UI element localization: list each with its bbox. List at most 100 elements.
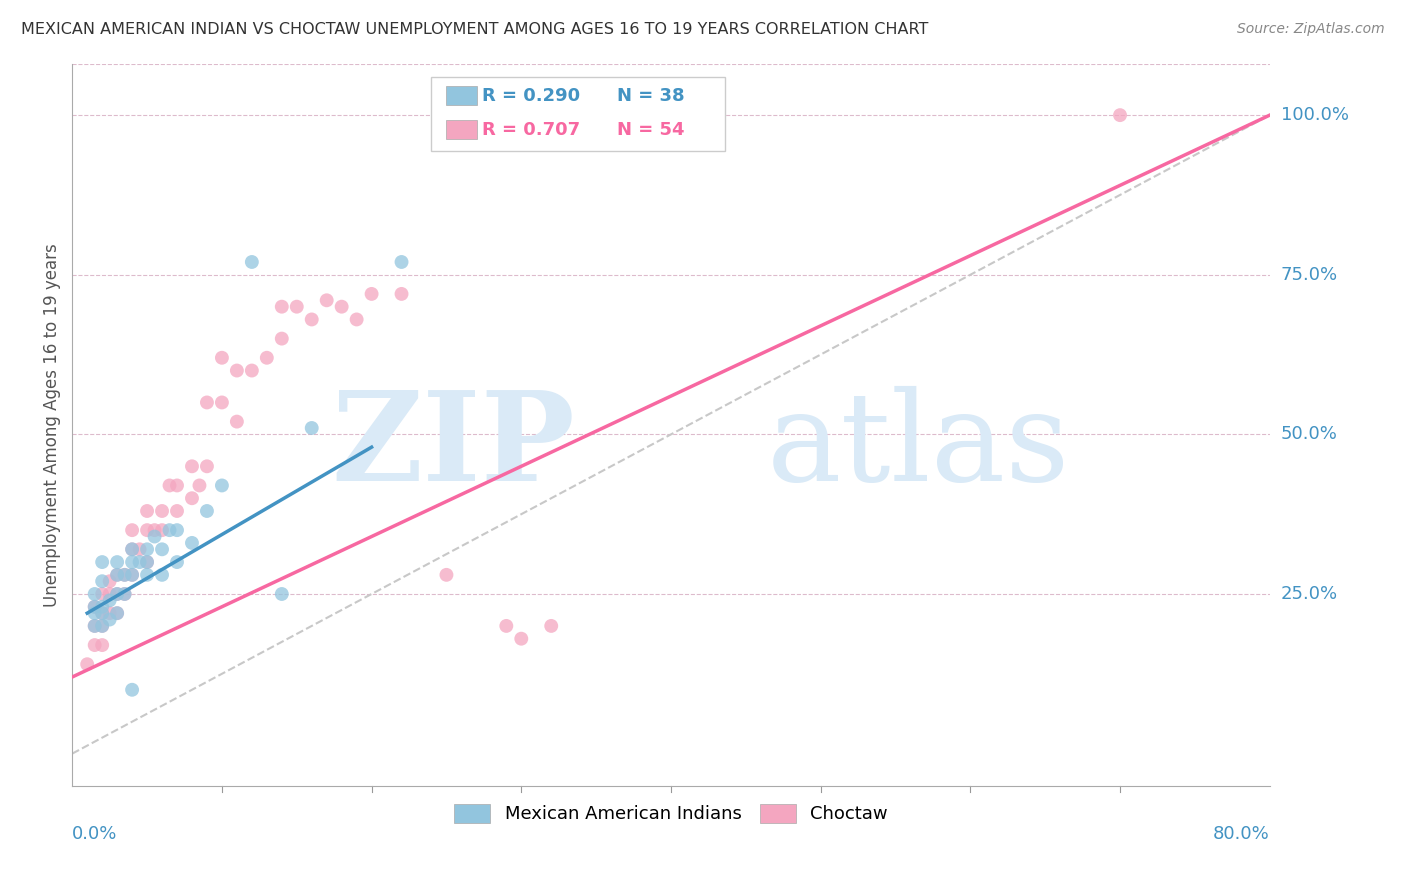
FancyBboxPatch shape [446, 87, 477, 105]
Point [195, 504, 218, 518]
Text: 50.0%: 50.0% [1281, 425, 1337, 443]
Point [98, 593, 121, 607]
Point [114, 567, 136, 582]
Point [181, 459, 204, 474]
Point [301, 312, 323, 326]
Point [128, 555, 150, 569]
Text: 75.0%: 75.0% [1281, 266, 1339, 284]
Point [136, 523, 159, 537]
Point [114, 587, 136, 601]
Text: 80.0%: 80.0% [1213, 825, 1270, 843]
Point [121, 542, 143, 557]
Point [98, 606, 121, 620]
Point [346, 312, 368, 326]
Point [188, 478, 211, 492]
Point [91, 619, 114, 633]
Point [240, 363, 263, 377]
Point [91, 638, 114, 652]
Text: N = 54: N = 54 [617, 120, 685, 139]
Point [98, 613, 121, 627]
Point [211, 395, 233, 409]
Point [98, 574, 121, 589]
Text: atlas: atlas [766, 386, 1070, 507]
Point [121, 567, 143, 582]
Text: R = 0.707: R = 0.707 [482, 120, 579, 139]
Point [166, 523, 188, 537]
Point [270, 332, 292, 346]
Point [181, 536, 204, 550]
Point [83, 599, 105, 614]
Point [121, 567, 143, 582]
Point [436, 567, 458, 582]
Point [91, 555, 114, 569]
Point [1109, 108, 1132, 122]
Point [181, 491, 204, 506]
Point [105, 606, 128, 620]
Point [143, 523, 166, 537]
Point [114, 567, 136, 582]
Point [159, 478, 181, 492]
Point [83, 606, 105, 620]
Y-axis label: Unemployment Among Ages 16 to 19 years: Unemployment Among Ages 16 to 19 years [44, 243, 60, 607]
Point [256, 351, 278, 365]
Point [391, 286, 413, 301]
Point [98, 587, 121, 601]
Point [159, 523, 181, 537]
Point [136, 542, 159, 557]
Point [105, 567, 128, 582]
Point [128, 542, 150, 557]
Text: R = 0.290: R = 0.290 [482, 87, 579, 104]
Point [114, 587, 136, 601]
Point [270, 300, 292, 314]
Point [91, 587, 114, 601]
Point [495, 619, 517, 633]
Point [105, 587, 128, 601]
Point [105, 555, 128, 569]
Point [83, 599, 105, 614]
Point [315, 293, 337, 308]
FancyBboxPatch shape [446, 120, 477, 139]
Point [195, 395, 218, 409]
Point [225, 363, 247, 377]
Point [136, 504, 159, 518]
Point [166, 478, 188, 492]
Point [121, 523, 143, 537]
Point [195, 459, 218, 474]
Legend: Mexican American Indians, Choctaw: Mexican American Indians, Choctaw [447, 797, 896, 830]
Point [211, 351, 233, 365]
Point [83, 587, 105, 601]
Point [270, 587, 292, 601]
Point [83, 619, 105, 633]
Point [105, 587, 128, 601]
Point [150, 504, 173, 518]
Point [510, 632, 533, 646]
Text: N = 38: N = 38 [617, 87, 685, 104]
Point [166, 504, 188, 518]
Point [121, 542, 143, 557]
Point [540, 619, 562, 633]
Text: 0.0%: 0.0% [72, 825, 118, 843]
Point [301, 421, 323, 435]
Point [105, 606, 128, 620]
Point [330, 300, 353, 314]
Point [83, 619, 105, 633]
Point [91, 574, 114, 589]
Point [391, 255, 413, 269]
Text: 100.0%: 100.0% [1281, 106, 1348, 124]
Point [360, 286, 382, 301]
Point [143, 529, 166, 543]
Text: Source: ZipAtlas.com: Source: ZipAtlas.com [1237, 22, 1385, 37]
Point [121, 555, 143, 569]
Point [76, 657, 98, 672]
Point [121, 682, 143, 697]
Point [136, 555, 159, 569]
Point [211, 478, 233, 492]
Point [91, 606, 114, 620]
Point [166, 555, 188, 569]
Point [91, 599, 114, 614]
Point [150, 567, 173, 582]
Point [105, 567, 128, 582]
FancyBboxPatch shape [432, 77, 725, 151]
Point [225, 415, 247, 429]
Point [91, 606, 114, 620]
